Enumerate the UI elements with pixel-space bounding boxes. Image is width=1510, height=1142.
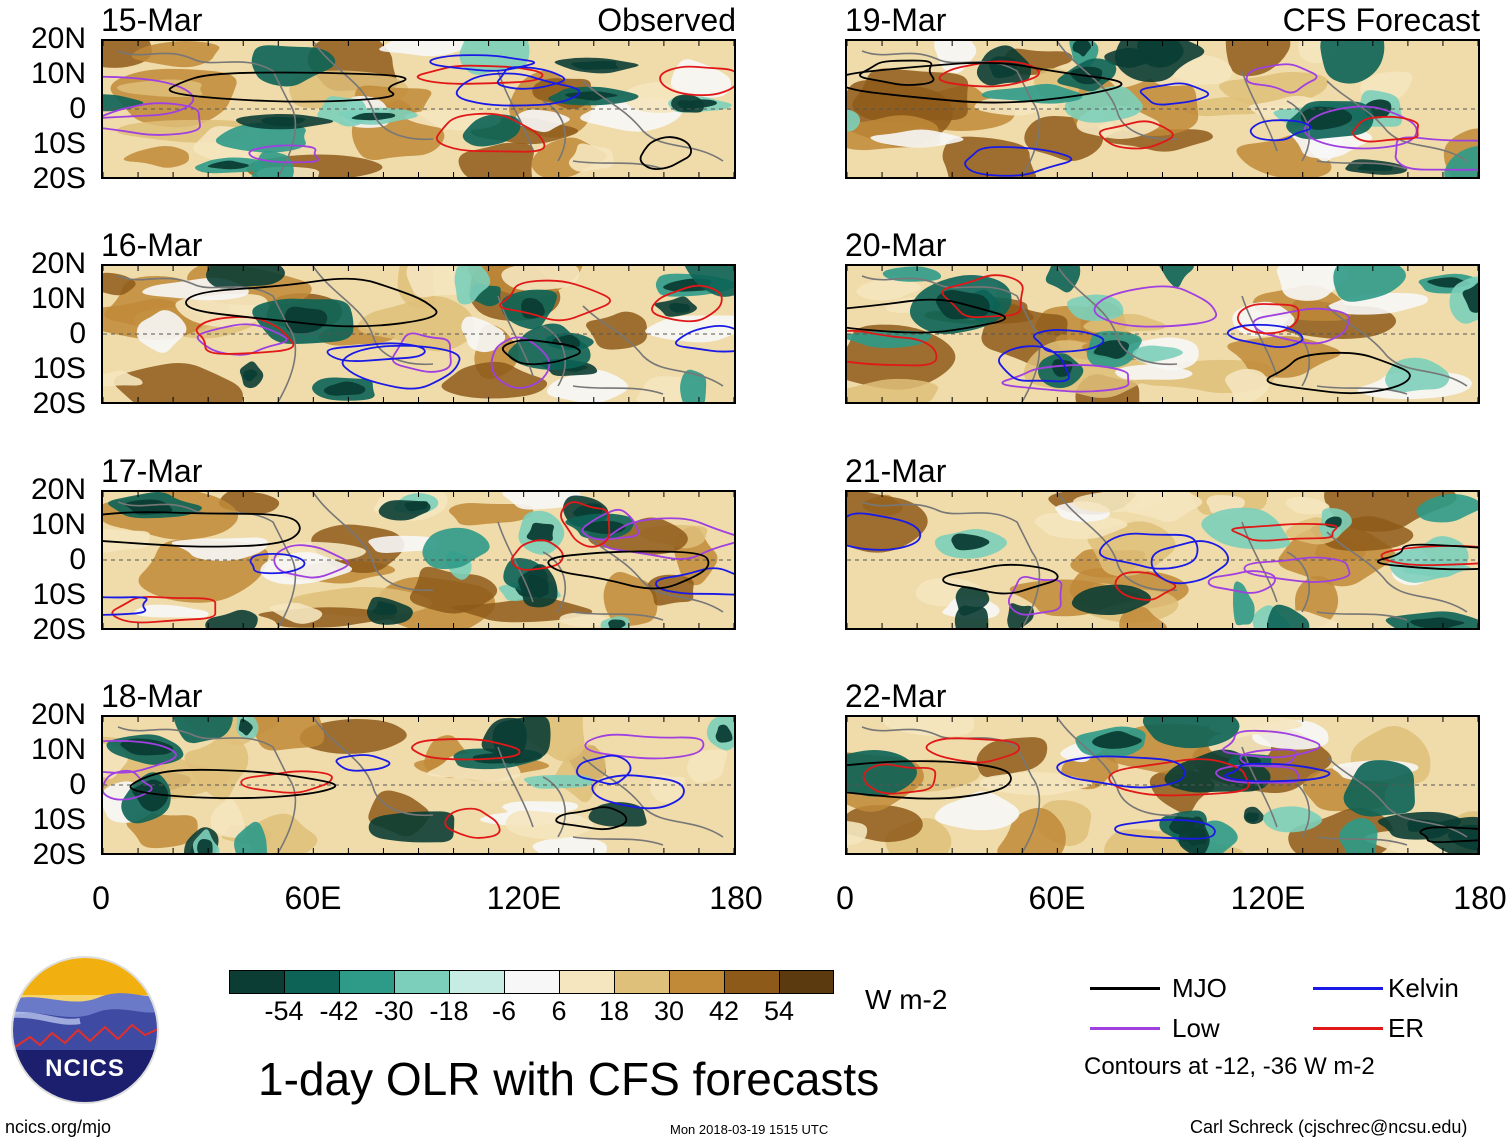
olr-map xyxy=(847,492,1478,628)
forecast-label: CFS Forecast xyxy=(1282,2,1480,38)
colorbar-tick: -18 xyxy=(429,996,469,1026)
colorbar-bin xyxy=(394,970,450,994)
lon-label-left-60e: 60E xyxy=(284,880,342,916)
colorbar-bin xyxy=(229,970,285,994)
figure-title: 1-day OLR with CFS forecasts xyxy=(258,1053,880,1105)
lat-label: 20N xyxy=(30,22,86,55)
lat-label: 20N xyxy=(30,698,86,731)
legend-label-mjo: MJO xyxy=(1172,973,1227,1003)
footer-url[interactable]: ncics.org/mjo xyxy=(5,1117,112,1137)
colorbar-unit: W m-2 xyxy=(865,984,948,1015)
lat-label: 10N xyxy=(30,733,86,766)
lon-label-left-0: 0 xyxy=(92,880,110,916)
colorbar-bin xyxy=(779,970,834,994)
lat-label: 20N xyxy=(30,247,86,280)
lat-label: 10N xyxy=(30,282,86,315)
logo-text: NCICS xyxy=(45,1055,125,1082)
date-label-observed-4: 18-Mar xyxy=(101,678,203,714)
colorbar-bin xyxy=(504,970,560,994)
colorbar-bin xyxy=(449,970,505,994)
date-label-observed-3: 17-Mar xyxy=(101,453,203,489)
olr-map xyxy=(847,41,1478,177)
panel-observed-1 xyxy=(101,39,736,179)
legend-label-low: Low xyxy=(1172,1013,1220,1043)
colorbar-tick: 30 xyxy=(653,996,685,1026)
colorbar-tick: -30 xyxy=(374,996,414,1026)
colorbar-bin xyxy=(724,970,780,994)
lat-label: 0 xyxy=(69,768,86,801)
legend-label-er: ER xyxy=(1388,1013,1425,1043)
panel-observed-4 xyxy=(101,715,736,855)
lat-label: 20S xyxy=(32,613,86,646)
lat-label: 20N xyxy=(30,473,86,506)
panel-forecast-1 xyxy=(845,39,1480,179)
colorbar-tick: 18 xyxy=(598,996,630,1026)
lat-label: 10S xyxy=(32,803,86,836)
olr-map xyxy=(847,266,1478,402)
colorbar-tick: -6 xyxy=(491,996,516,1026)
lat-label: 10S xyxy=(32,352,86,385)
colorbar-tick: -42 xyxy=(319,996,359,1026)
lon-label-right-0: 0 xyxy=(836,880,854,916)
olr-map xyxy=(103,41,734,177)
date-label-observed-2: 16-Mar xyxy=(101,227,203,263)
legend-label-kelvin: Kelvin xyxy=(1388,973,1459,1003)
colorbar-tick: -54 xyxy=(264,996,304,1026)
colorbar-bin xyxy=(614,970,670,994)
date-label-observed-1: 15-Mar xyxy=(101,2,203,38)
footer-credit: Carl Schreck (cjschrec@ncsu.edu) xyxy=(1190,1117,1468,1137)
observed-label: Observed xyxy=(597,2,736,38)
legend-line-low xyxy=(1090,1027,1160,1030)
lat-label: 10S xyxy=(32,127,86,160)
lon-label-right-180: 180 xyxy=(1453,880,1507,916)
colorbar-bin xyxy=(669,970,725,994)
panel-forecast-3 xyxy=(845,490,1480,630)
olr-map xyxy=(103,717,734,853)
panel-forecast-2 xyxy=(845,264,1480,404)
panel-forecast-4 xyxy=(845,715,1480,855)
legend-line-er xyxy=(1313,1027,1383,1030)
date-label-forecast-1: 19-Mar xyxy=(845,2,947,38)
date-label-forecast-2: 20-Mar xyxy=(845,227,947,263)
lat-label: 20S xyxy=(32,162,86,195)
date-label-forecast-3: 21-Mar xyxy=(845,453,947,489)
colorbar-bin xyxy=(284,970,340,994)
lat-label: 10S xyxy=(32,578,86,611)
colorbar-bin xyxy=(339,970,395,994)
legend-line-kelvin xyxy=(1313,987,1383,990)
olr-map xyxy=(847,717,1478,853)
lat-label: 10N xyxy=(30,508,86,541)
legend-line-mjo xyxy=(1090,987,1160,990)
lon-label-left-120e: 120E xyxy=(486,880,562,916)
lat-label: 20S xyxy=(32,838,86,871)
lon-label-right-120e: 120E xyxy=(1230,880,1306,916)
lat-label: 20S xyxy=(32,387,86,420)
panel-observed-2 xyxy=(101,264,736,404)
colorbar-tick: 42 xyxy=(708,996,740,1026)
ncics-logo: NCICS xyxy=(10,955,160,1105)
olr-map xyxy=(103,266,734,402)
colorbar-tick: 6 xyxy=(551,996,567,1026)
colorbar-tick: 54 xyxy=(763,996,795,1026)
lat-label: 0 xyxy=(69,317,86,350)
lat-label: 10N xyxy=(30,57,86,90)
colorbar-bin xyxy=(559,970,615,994)
lon-label-left-180: 180 xyxy=(709,880,763,916)
footer-timestamp: Mon 2018-03-19 1515 UTC xyxy=(670,1122,829,1137)
legend-note: Contours at -12, -36 W m-2 xyxy=(1084,1053,1375,1080)
date-label-forecast-4: 22-Mar xyxy=(845,678,947,714)
lat-label: 0 xyxy=(69,543,86,576)
panel-observed-3 xyxy=(101,490,736,630)
lon-label-right-60e: 60E xyxy=(1028,880,1086,916)
olr-map xyxy=(103,492,734,628)
lat-label: 0 xyxy=(69,92,86,125)
